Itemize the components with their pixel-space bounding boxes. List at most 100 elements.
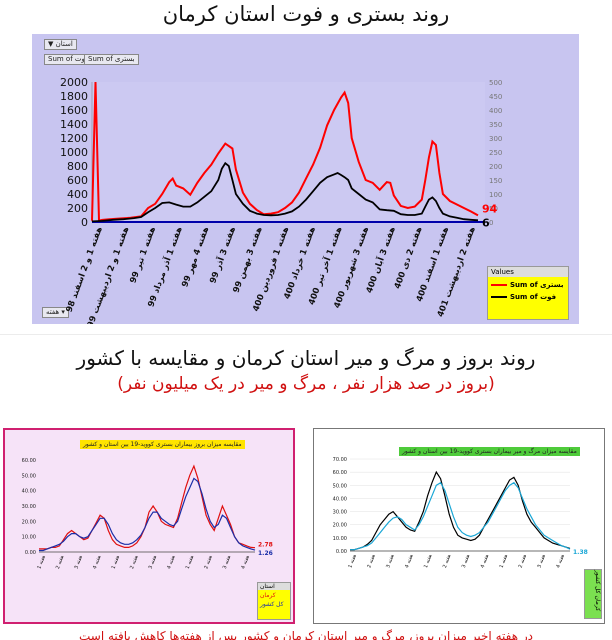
mortality-chart-title: مقایسه میزان مرگ و میر بیماران بستری کوو… <box>399 447 580 456</box>
incidence-legend: استان کرمان کل کشور <box>257 582 291 620</box>
section-divider <box>0 334 612 335</box>
x-tick-label: هفته 4 <box>166 554 177 570</box>
x-tick-label: هفته 3 <box>148 554 159 570</box>
y-tick: 30.00 <box>333 510 347 516</box>
y-tick: 30.00 <box>22 504 36 510</box>
chevron-down-icon: ▾ <box>61 308 65 316</box>
y-tick-right: 450 <box>489 93 502 101</box>
section-title: روند بروز و مرگ و میر استان کرمان و مقای… <box>76 346 536 370</box>
y-tick: 60.00 <box>22 458 36 464</box>
x-tick-label: هفته 1 <box>423 553 434 569</box>
y-tick-left: 200 <box>67 202 88 215</box>
x-tick-label: هفته 1 <box>499 553 510 569</box>
x-tick-label: هفته 2 <box>55 554 66 570</box>
y-tick-right: 150 <box>489 177 502 185</box>
province-filter-button[interactable]: ▼ استان <box>44 39 77 50</box>
page-title: روند بستری و فوت استان کرمان <box>162 2 450 26</box>
main-chart-panel: ▼ استان Sum of فوت Sum of بستری هفته ▾ 0… <box>32 34 579 324</box>
series-line-0 <box>350 470 571 551</box>
main-chart-svg: 0200400600800100012001400160018002000050… <box>60 76 502 324</box>
x-tick-label: هفته 4 <box>555 553 566 569</box>
end-label: 2.78 <box>258 542 273 549</box>
field-label-bed: Sum of بستری <box>88 55 135 63</box>
x-tick-label: هفته 4 <box>404 553 415 569</box>
x-tick-label: هفته 3 <box>461 553 472 569</box>
x-tick-label: هفته 4 مهر 99 <box>180 226 211 289</box>
incidence-chart-svg: 0.00 10.00 20.00 30.00 40.00 50.00 60.00 هفته 1… <box>22 458 273 570</box>
section-subtitle: (بروز در صد هزار نفر ، مرگ و میر در یک م… <box>117 374 495 394</box>
legend-swatch-black <box>491 296 507 298</box>
x-tick-label: هفته 2 دی 400 <box>393 226 425 291</box>
main-legend: Values Sum of بستری Sum of فوت <box>487 266 569 320</box>
mortality-chart-svg: 0.00 10.00 20.00 30.00 40.00 50.00 60.00 70.00 ه… <box>333 457 588 569</box>
y-tick: 10.00 <box>333 536 347 542</box>
y-tick-left: 1400 <box>60 118 88 131</box>
y-tick: 0.00 <box>336 549 347 555</box>
series-line-1 <box>350 481 571 551</box>
x-tick-label: هفته 1 <box>36 554 47 570</box>
y-tick-right: 500 <box>489 79 502 87</box>
y-tick-left: 600 <box>67 174 88 187</box>
plot-area <box>92 82 485 222</box>
end-label: 1.26 <box>258 550 273 557</box>
y-tick-right: 300 <box>489 135 502 143</box>
y-tick: 10.00 <box>22 535 36 541</box>
y-tick-left: 800 <box>67 160 88 173</box>
y-tick-right: 100 <box>489 191 502 199</box>
y-tick-right: 0 <box>489 219 493 227</box>
mortality-chart-panel: مقایسه میزان مرگ و میر بیماران بستری کوو… <box>313 428 605 624</box>
legend-title: Values <box>488 267 568 277</box>
y-tick: 40.00 <box>333 496 347 502</box>
y-tick-left: 400 <box>67 188 88 201</box>
filter-icon: ▼ <box>48 40 54 48</box>
province-filter-label: استان <box>55 40 73 48</box>
legend-entry-bed: Sum of بستری <box>488 277 568 291</box>
x-tick-label: هفته 2 <box>129 554 140 570</box>
x-tick-label: هفته 3 <box>536 553 547 569</box>
mortality-legend-kerman: کرمان <box>594 595 601 612</box>
x-tick-label: هفته 1 <box>111 554 122 570</box>
incidence-chart-title: مقایسه میزان بروز بیماران بستری کووید-19… <box>80 440 245 449</box>
x-tick-label: هفته 2 <box>203 554 214 570</box>
y-tick-right: 350 <box>489 121 502 129</box>
series-line-bed <box>91 81 479 222</box>
series-line-0 <box>39 464 256 550</box>
y-tick-left: 1200 <box>60 132 88 145</box>
x-tick-label: هفته 3 آذر 99 <box>206 225 238 285</box>
x-tick-label: هفته 1 تیر 99 <box>128 226 158 285</box>
x-tick-label: هفته 1 <box>185 554 196 570</box>
y-tick-left: 1800 <box>60 90 88 103</box>
y-tick: 20.00 <box>22 519 36 525</box>
legend-entry-death: Sum of فوت <box>488 291 568 303</box>
y-tick-right: 50 <box>489 205 498 213</box>
incidence-legend-country: کل کشور <box>260 601 284 608</box>
mortality-legend: کرمان کل کشور <box>584 569 602 619</box>
x-tick-label: هفته 4 <box>92 554 103 570</box>
y-tick-left: 1000 <box>60 146 88 159</box>
x-tick-label: هفته 1 <box>347 553 358 569</box>
x-tick-label: هفته 3 <box>222 554 233 570</box>
incidence-legend-kerman: کرمان <box>260 592 276 599</box>
field-label-death: Sum of فوت <box>48 55 89 63</box>
y-tick-left: 0 <box>81 216 88 229</box>
y-tick-left: 2000 <box>60 76 88 89</box>
week-filter-label: هفته <box>46 308 60 316</box>
x-tick-label: هفته 2 <box>518 553 529 569</box>
x-tick-label: هفته 2 <box>442 553 453 569</box>
series-line-1 <box>39 477 256 552</box>
x-tick-label: هفته 2 <box>366 553 377 569</box>
week-filter-button[interactable]: هفته ▾ <box>42 307 69 318</box>
y-tick-right: 400 <box>489 107 502 115</box>
series-line-death <box>91 161 479 223</box>
incidence-legend-title: استان <box>258 583 290 590</box>
y-tick-left: 1600 <box>60 104 88 117</box>
y-tick: 40.00 <box>22 489 36 495</box>
bottom-note: در هفته اخیر میزان بروز، مرگ و میر استان… <box>78 629 533 640</box>
end-label: 94 <box>482 202 498 215</box>
end-label: 1.38 <box>573 549 588 556</box>
legend-swatch-red <box>491 284 507 286</box>
y-tick: 0.00 <box>25 550 36 556</box>
y-tick: 20.00 <box>333 523 347 529</box>
y-tick: 60.00 <box>333 470 347 476</box>
field-button-bed[interactable]: Sum of بستری <box>84 54 139 65</box>
